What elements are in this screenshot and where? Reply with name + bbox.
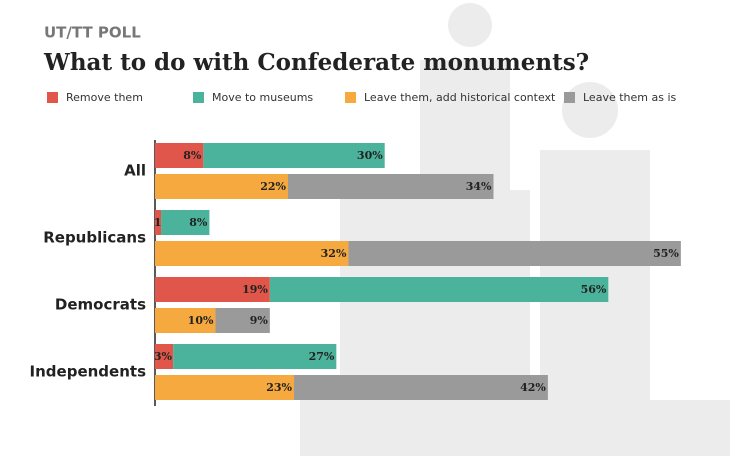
legend-label: Leave them, add historical context (364, 91, 556, 104)
bar-segment (173, 344, 337, 369)
category-label: All (124, 162, 146, 180)
legend-swatch (193, 92, 204, 103)
value-label: 23% (266, 381, 292, 394)
category-label: Independents (30, 363, 147, 381)
legend-swatch (564, 92, 575, 103)
bar-segment (155, 375, 295, 400)
bar-segment (155, 241, 349, 266)
value-label: 32% (321, 247, 347, 260)
value-label: 3% (154, 350, 173, 363)
value-label: 22% (260, 180, 286, 193)
bar-segment (155, 308, 216, 333)
value-label: 42% (520, 381, 546, 394)
legend-label: Move to museums (212, 91, 313, 104)
bar-segment (155, 277, 270, 302)
bar-segment (155, 143, 204, 168)
bar-segment (155, 174, 288, 199)
value-label: 27% (309, 350, 335, 363)
legend-swatch (345, 92, 356, 103)
bar-segment (348, 241, 681, 266)
legend-label: Remove them (66, 91, 143, 104)
value-label: 10% (188, 314, 214, 327)
value-label: 8% (189, 216, 208, 229)
bar-segment (294, 375, 548, 400)
bar-segment (155, 210, 162, 235)
value-label: 9% (250, 314, 269, 327)
bar-segment (215, 308, 270, 333)
category-label: Republicans (43, 229, 146, 247)
kicker: UT/TT POLL (44, 24, 141, 42)
background (300, 3, 730, 456)
value-label: 55% (653, 247, 679, 260)
value-label: 34% (466, 180, 492, 193)
bar-segment (161, 210, 210, 235)
bar-segment (155, 344, 174, 369)
chart-title: What to do with Confederate monuments? (43, 49, 589, 76)
value-label: 19% (242, 283, 268, 296)
legend-label: Leave them as is (583, 91, 677, 104)
legend-swatch (47, 92, 58, 103)
bar-segment (287, 174, 494, 199)
value-label: 30% (357, 149, 383, 162)
value-label: 8% (183, 149, 202, 162)
bar-segment (269, 277, 609, 302)
category-label: Democrats (55, 296, 146, 314)
value-label: 56% (581, 283, 607, 296)
bar-segment (203, 143, 385, 168)
